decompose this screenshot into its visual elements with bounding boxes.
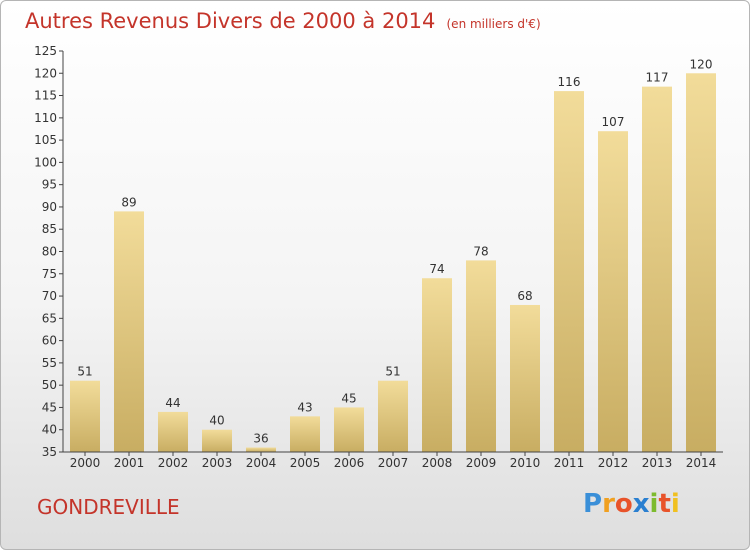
x-tick-label: 2007 bbox=[378, 456, 409, 470]
x-tick-label: 2004 bbox=[246, 456, 277, 470]
x-tick-label: 2008 bbox=[422, 456, 453, 470]
logo-letter: i bbox=[670, 489, 680, 519]
bar-value-label: 117 bbox=[646, 71, 669, 85]
proxiti-logo: Proxiti bbox=[583, 489, 680, 519]
y-tick-label: 100 bbox=[34, 155, 57, 169]
x-tick-label: 2003 bbox=[202, 456, 233, 470]
bar-value-label: 40 bbox=[209, 414, 224, 428]
y-tick-label: 60 bbox=[42, 334, 57, 348]
x-tick-label: 2011 bbox=[554, 456, 585, 470]
bar-2000 bbox=[70, 380, 100, 452]
bar-value-label: 78 bbox=[473, 244, 488, 258]
x-tick-label: 2010 bbox=[510, 456, 541, 470]
bar-2004 bbox=[246, 447, 276, 452]
bar-2007 bbox=[378, 380, 408, 452]
y-tick-label: 50 bbox=[42, 378, 57, 392]
y-tick-label: 70 bbox=[42, 289, 57, 303]
chart-title-unit: (en milliers d'€) bbox=[446, 17, 541, 31]
bar-value-label: 51 bbox=[385, 365, 400, 379]
bar-value-label: 74 bbox=[429, 262, 444, 276]
bar-2014 bbox=[686, 73, 716, 453]
y-tick-label: 90 bbox=[42, 200, 57, 214]
bar-value-label: 68 bbox=[517, 289, 532, 303]
bar-value-label: 36 bbox=[253, 432, 268, 446]
logo-letter: o bbox=[614, 489, 633, 519]
logo-letter: x bbox=[632, 489, 650, 519]
place-name: GONDREVILLE bbox=[37, 495, 180, 519]
y-tick-label: 40 bbox=[42, 423, 57, 437]
y-tick-label: 80 bbox=[42, 245, 57, 259]
x-tick-label: 2009 bbox=[466, 456, 497, 470]
x-tick-label: 2014 bbox=[686, 456, 717, 470]
bar-2006 bbox=[334, 407, 364, 452]
bar-value-label: 43 bbox=[297, 400, 312, 414]
y-tick-label: 115 bbox=[34, 89, 57, 103]
x-axis-ticks: 2000 2001 2002 2003 2004 2005 2006 2007 2008 2009… bbox=[70, 452, 717, 470]
bar-value-label: 116 bbox=[558, 75, 581, 89]
bar-2002 bbox=[158, 411, 188, 452]
bars-group: 51 89 44 40 36 43 45 51 74 78 68 116 107 117 120 bbox=[70, 57, 716, 453]
bar-value-label: 120 bbox=[690, 57, 713, 71]
y-tick-label: 110 bbox=[34, 111, 57, 125]
bar-value-label: 45 bbox=[341, 391, 356, 405]
y-tick-label: 45 bbox=[42, 400, 57, 414]
y-tick-label: 120 bbox=[34, 66, 57, 80]
bar-2009 bbox=[466, 260, 496, 452]
bar-value-label: 89 bbox=[121, 195, 136, 209]
y-axis-ticks: 35 40 45 50 55 60 65 70 75 80 85 90 95 100 105 110 115 12… bbox=[34, 44, 63, 459]
y-tick-label: 65 bbox=[42, 311, 57, 325]
x-tick-label: 2006 bbox=[334, 456, 365, 470]
logo-letter: r bbox=[602, 489, 615, 519]
bar-value-label: 44 bbox=[165, 396, 180, 410]
x-tick-label: 2013 bbox=[642, 456, 673, 470]
y-tick-label: 125 bbox=[34, 44, 57, 58]
bar-2012 bbox=[598, 131, 628, 452]
bar-2001 bbox=[114, 211, 144, 452]
x-tick-label: 2012 bbox=[598, 456, 629, 470]
x-tick-label: 2005 bbox=[290, 456, 321, 470]
x-tick-label: 2000 bbox=[70, 456, 101, 470]
y-tick-label: 95 bbox=[42, 178, 57, 192]
y-tick-label: 55 bbox=[42, 356, 57, 370]
bar-2008 bbox=[422, 278, 452, 452]
bar-2010 bbox=[510, 304, 540, 452]
y-tick-label: 35 bbox=[42, 445, 57, 459]
bar-2003 bbox=[202, 429, 232, 452]
chart-title-text: Autres Revenus Divers de 2000 à 2014 bbox=[25, 9, 436, 33]
y-tick-label: 75 bbox=[42, 267, 57, 281]
bar-2013 bbox=[642, 86, 672, 453]
logo-letter: i bbox=[649, 489, 659, 519]
bar-2005 bbox=[290, 416, 320, 452]
y-tick-label: 85 bbox=[42, 222, 57, 236]
logo-letter: P bbox=[583, 489, 603, 519]
y-tick-label: 105 bbox=[34, 133, 57, 147]
x-tick-label: 2002 bbox=[158, 456, 189, 470]
bar-2011 bbox=[554, 91, 584, 452]
bar-value-label: 51 bbox=[77, 365, 92, 379]
logo-letter: t bbox=[658, 489, 671, 519]
chart-title: Autres Revenus Divers de 2000 à 2014 (en… bbox=[25, 9, 541, 33]
x-tick-label: 2001 bbox=[114, 456, 145, 470]
bar-value-label: 107 bbox=[602, 115, 625, 129]
